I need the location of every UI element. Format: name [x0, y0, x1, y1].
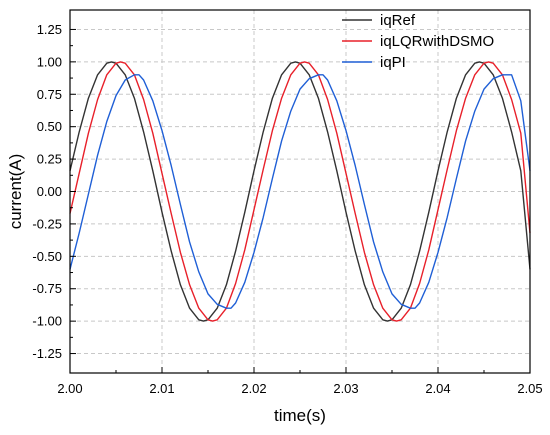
series-line-3 [69, 74, 531, 309]
x-tick-label: 2.01 [149, 381, 174, 396]
x-tick-label: 2.02 [241, 381, 266, 396]
x-tick-label: 2.04 [425, 381, 450, 396]
y-tick-label: 0.75 [37, 87, 62, 102]
plot-frame [69, 9, 531, 374]
tick-labels: 2.00 2.01 2.02 2.03 2.04 2.05 1.25 1.00 0.75 0.50… [32, 22, 542, 396]
y-tick-label: -1.00 [32, 314, 62, 329]
legend-label: iqLQRwithDSMO [380, 33, 494, 50]
axis-ticks [69, 28, 531, 373]
legend-label: iqPI [380, 54, 406, 71]
series-lines [69, 61, 531, 322]
y-tick-label: 0.25 [37, 152, 62, 167]
x-tick-label: 2.00 [57, 381, 82, 396]
legend-label: iqRef [380, 12, 416, 29]
legend: iqRef iqLQRwithDSMO iqPI [342, 12, 494, 71]
y-tick-label: 0.00 [37, 184, 62, 199]
x-tick-label: 2.05 [517, 381, 542, 396]
y-tick-label: 1.25 [37, 22, 62, 37]
grid-lines [69, 10, 531, 373]
x-tick-label: 2.03 [333, 381, 358, 396]
y-axis-title: current(A) [6, 154, 25, 230]
y-tick-label: 1.00 [37, 54, 62, 69]
series-line-2 [69, 61, 531, 322]
x-axis-title: time(s) [274, 406, 326, 425]
y-tick-label: -1.25 [32, 346, 62, 361]
y-tick-label: 0.50 [37, 119, 62, 134]
series-line-1 [69, 61, 531, 322]
y-tick-label: -0.75 [32, 281, 62, 296]
y-tick-label: -0.25 [32, 216, 62, 231]
y-tick-label: -0.50 [32, 249, 62, 264]
